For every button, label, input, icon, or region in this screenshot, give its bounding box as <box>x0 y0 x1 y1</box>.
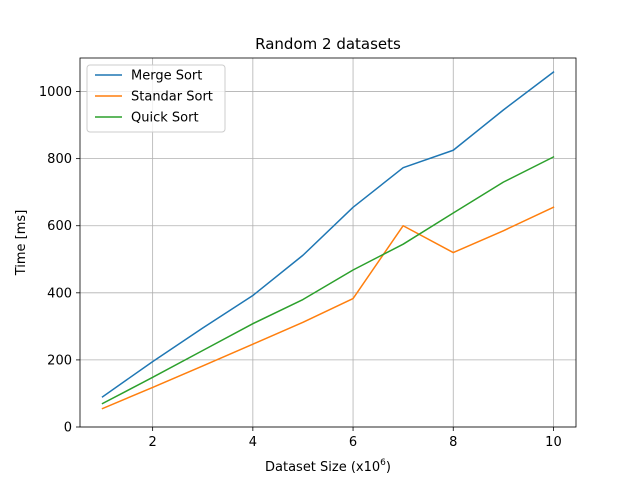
series-line <box>103 207 554 408</box>
series-quick-sort <box>103 157 554 404</box>
x-axis-label: Dataset Size (x106) <box>265 458 391 475</box>
legend-label: Quick Sort <box>131 111 199 126</box>
y-tick-label: 200 <box>47 353 72 368</box>
y-tick-label: 600 <box>47 219 72 234</box>
x-tick-label: 6 <box>349 435 357 450</box>
legend-label: Merge Sort <box>131 69 202 84</box>
y-tick-label: 400 <box>47 286 72 301</box>
y-tick-label: 800 <box>47 152 72 167</box>
x-tick-label: 8 <box>449 435 457 450</box>
legend: Merge Sort Standar Sort Quick Sort <box>87 65 225 132</box>
x-tick-label: 10 <box>545 435 562 450</box>
chart-title: Random 2 datasets <box>255 35 401 53</box>
series-line <box>103 157 554 404</box>
y-tick-label: 1000 <box>39 85 72 100</box>
y-tick-label: 0 <box>64 421 72 436</box>
x-axis-label-suffix: ) <box>386 460 391 475</box>
series-standar-sort <box>103 207 554 408</box>
x-tick-label: 4 <box>249 435 257 450</box>
x-axis-label-main: Dataset Size (x10 <box>265 460 380 475</box>
x-tick-label: 2 <box>149 435 157 450</box>
legend-label: Standar Sort <box>131 90 213 105</box>
y-axis-label: Time [ms] <box>14 210 29 277</box>
